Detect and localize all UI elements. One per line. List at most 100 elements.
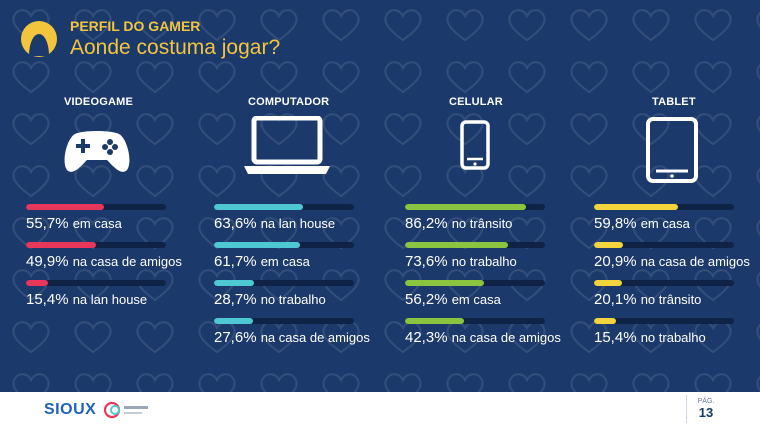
bar-label: 27,6% na casa de amigos (214, 329, 370, 347)
bar-label: 28,7% no trabalho (214, 291, 326, 309)
column-title-tablet: TABLET (652, 96, 696, 108)
page-label: PÁG. (697, 398, 715, 405)
footer: SIOUX PÁG. 13 (0, 392, 760, 427)
bar-label: 59,8% em casa (594, 215, 690, 233)
bar-row: 73,6% no trabalho (405, 242, 580, 272)
bar-row: 15,4% no trabalho (594, 318, 760, 348)
column-title-computador: COMPUTADOR (248, 96, 330, 108)
bar-fill (405, 242, 509, 248)
bar-category-label: na casa de amigos (72, 254, 182, 269)
bar-row: 27,6% na casa de amigos (214, 318, 389, 348)
bar-value-label: 28,7% (214, 291, 261, 308)
bar-category-label: em casa (72, 216, 122, 231)
page-title: Aonde costuma jogar? (70, 36, 281, 59)
gamer-head-icon (21, 21, 57, 57)
column-title-celular: CELULAR (449, 96, 503, 108)
bar-track (594, 280, 734, 286)
bar-label: 55,7% em casa (26, 215, 122, 233)
bar-row: 55,7% em casa (26, 204, 201, 234)
bar-category-label: no trabalho (260, 292, 326, 307)
bar-value-label: 27,6% (214, 329, 261, 346)
bar-fill (26, 280, 48, 286)
bar-category-label: no trânsito (451, 216, 513, 231)
bar-track (594, 242, 734, 248)
sioux-logo: SIOUX (44, 401, 97, 418)
bar-value-label: 55,7% (26, 215, 73, 232)
bar-label: 15,4% no trabalho (594, 329, 706, 347)
bar-value-label: 42,3% (405, 329, 452, 346)
bar-label: 56,2% em casa (405, 291, 501, 309)
bar-fill (594, 318, 616, 324)
bar-label: 63,6% na lan house (214, 215, 335, 233)
bar-track (214, 204, 354, 210)
bar-category-label: na lan house (260, 216, 336, 231)
bar-value-label: 15,4% (26, 291, 73, 308)
bar-row: 28,7% no trabalho (214, 280, 389, 310)
bar-label: 49,9% na casa de amigos (26, 253, 182, 271)
bar-track (26, 280, 166, 286)
bar-value-label: 20,1% (594, 291, 641, 308)
bar-value-label: 20,9% (594, 253, 641, 270)
bar-track (214, 242, 354, 248)
bar-track (594, 204, 734, 210)
bar-row: 63,6% na lan house (214, 204, 389, 234)
bar-fill (214, 242, 301, 248)
bar-fill (214, 280, 255, 286)
bar-fill (214, 318, 253, 324)
bar-category-label: na casa de amigos (640, 254, 750, 269)
bar-category-label: em casa (260, 254, 310, 269)
bar-value-label: 49,9% (26, 253, 73, 270)
laptop-icon (244, 116, 330, 174)
bar-track (405, 280, 545, 286)
smartphone-icon (460, 120, 490, 170)
bar-value-label: 63,6% (214, 215, 261, 232)
bar-category-label: no trabalho (451, 254, 517, 269)
bar-track (214, 280, 354, 286)
bar-fill (594, 204, 678, 210)
bar-category-label: na casa de amigos (260, 330, 370, 345)
bar-track (405, 204, 545, 210)
bar-fill (405, 318, 465, 324)
column-title-videogame: VIDEOGAME (64, 96, 134, 108)
gamepad-icon (64, 131, 130, 172)
page-number: 13 (698, 405, 714, 420)
bar-label: 86,2% no trânsito (405, 215, 512, 233)
bar-fill (214, 204, 304, 210)
bar-row: 56,2% em casa (405, 280, 580, 310)
bar-category-label: em casa (640, 216, 690, 231)
bar-fill (594, 280, 623, 286)
blanc-logo (104, 401, 148, 419)
bar-label: 73,6% no trabalho (405, 253, 517, 271)
bar-track (405, 318, 545, 324)
bar-track (26, 204, 166, 210)
bar-value-label: 86,2% (405, 215, 452, 232)
bar-track (26, 242, 166, 248)
bar-category-label: no trânsito (640, 292, 702, 307)
bar-value-label: 73,6% (405, 253, 452, 270)
bar-row: 61,7% em casa (214, 242, 389, 272)
bar-category-label: no trabalho (640, 330, 706, 345)
page-indicator: PÁG. 13 (686, 395, 725, 423)
tablet-icon (646, 117, 698, 183)
bar-track (594, 318, 734, 324)
bar-label: 61,7% em casa (214, 253, 310, 271)
bar-row: 20,9% na casa de amigos (594, 242, 760, 272)
bar-row: 42,3% na casa de amigos (405, 318, 580, 348)
bar-value-label: 15,4% (594, 329, 641, 346)
bar-fill (405, 280, 484, 286)
bar-label: 15,4% na lan house (26, 291, 147, 309)
bar-track (214, 318, 354, 324)
bar-label: 20,1% no trânsito (594, 291, 701, 309)
bar-value-label: 59,8% (594, 215, 641, 232)
bar-label: 42,3% na casa de amigos (405, 329, 561, 347)
bar-fill (26, 204, 104, 210)
bar-category-label: na lan house (72, 292, 148, 307)
bar-row: 15,4% na lan house (26, 280, 201, 310)
bar-category-label: na casa de amigos (451, 330, 561, 345)
bar-row: 49,9% na casa de amigos (26, 242, 201, 272)
bar-fill (405, 204, 526, 210)
bar-fill (26, 242, 96, 248)
bar-value-label: 56,2% (405, 291, 452, 308)
header-supertitle: PERFIL DO GAMER (70, 18, 201, 34)
